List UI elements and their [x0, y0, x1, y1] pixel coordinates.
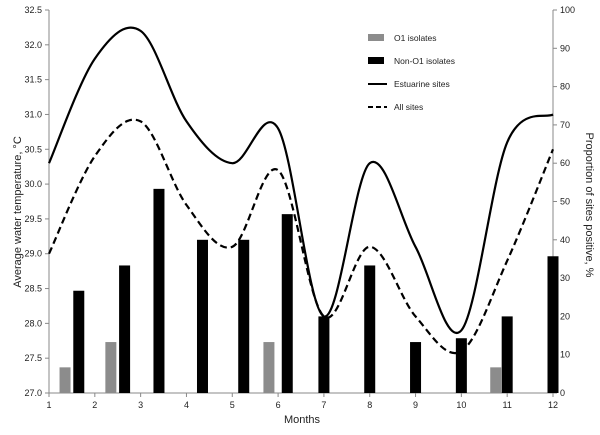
bar-non-o1-isolates: [364, 265, 376, 393]
right-y-tick-labels: 0 10 20 30 40 50 60 70 80 90 100: [560, 5, 575, 398]
bar-non-o1-isolates: [196, 239, 208, 393]
bar-o1-isolates: [105, 342, 117, 393]
x-tick-label: 1: [46, 400, 51, 410]
bar-non-o1-isolates: [547, 256, 559, 393]
legend-label-estuarine: Estuarine sites: [394, 79, 450, 89]
right-y-tick-label: 80: [560, 82, 570, 92]
left-y-tick-label: 32.5: [24, 5, 42, 15]
left-y-tick-label: 29.5: [24, 214, 42, 224]
left-y-tick-label: 30.0: [24, 179, 42, 189]
x-tick-label: 4: [184, 400, 189, 410]
bar-non-o1-isolates: [238, 239, 250, 393]
legend-swatch-o1: [368, 34, 384, 41]
x-tick-label: 5: [230, 400, 235, 410]
legend-label-all-sites: All sites: [394, 102, 423, 112]
bar-o1-isolates: [59, 367, 71, 393]
right-y-tick-label: 10: [560, 350, 570, 360]
right-y-tick-label: 40: [560, 235, 570, 245]
x-tick-label: 3: [138, 400, 143, 410]
legend-swatch-non-o1: [368, 57, 384, 64]
bar-marks: [59, 188, 559, 393]
x-axis-title: Months: [284, 414, 321, 426]
bar-non-o1-isolates: [73, 290, 85, 393]
left-y-tick-label: 30.5: [24, 144, 42, 154]
line-all-sites: [48, 118, 555, 355]
left-y-tick-label: 28.0: [24, 318, 42, 328]
right-y-tick-label: 70: [560, 120, 570, 130]
x-tick-labels: 1 2 3 4 5 6 7 8 9 10 11 12: [46, 400, 558, 410]
x-tick-label: 9: [413, 400, 418, 410]
left-y-tick-labels: 27.0 27.5 28.0 28.5 29.0 29.5 30.0 30.5 31.0 31.5…: [24, 5, 42, 398]
x-tick-label: 6: [276, 400, 281, 410]
right-y-axis-title: Proportion of sites positive, %: [583, 133, 595, 278]
x-tick-label: 2: [92, 400, 97, 410]
x-tick-label: 8: [367, 400, 372, 410]
bar-non-o1-isolates: [119, 265, 131, 393]
right-y-tick-label: 20: [560, 311, 570, 321]
x-tick-label: 11: [503, 400, 512, 410]
left-y-tick-label: 31.5: [24, 75, 42, 85]
right-y-tick-label: 30: [560, 273, 570, 283]
legend-label-non-o1: Non-O1 isolates: [394, 56, 455, 66]
tick-marks: [45, 9, 557, 397]
bar-non-o1-isolates: [281, 214, 293, 393]
bar-o1-isolates: [490, 367, 502, 393]
bar-non-o1-isolates: [153, 188, 165, 393]
left-y-tick-label: 27.5: [24, 353, 42, 363]
left-y-tick-label: 27.0: [24, 388, 42, 398]
right-y-tick-label: 100: [560, 5, 575, 15]
bar-non-o1-isolates: [455, 338, 467, 393]
right-y-tick-label: 50: [560, 197, 570, 207]
left-y-tick-label: 29.0: [24, 249, 42, 259]
bar-o1-isolates: [263, 342, 275, 393]
x-tick-label: 10: [456, 400, 466, 410]
right-y-tick-label: 90: [560, 43, 570, 53]
bar-non-o1-isolates: [318, 316, 330, 393]
legend-label-o1: O1 isolates: [394, 33, 437, 43]
left-y-tick-label: 32.0: [24, 40, 42, 50]
legend: O1 isolates Non-O1 isolates Estuarine si…: [368, 33, 455, 112]
left-y-tick-label: 31.0: [24, 109, 42, 119]
x-tick-label: 7: [321, 400, 326, 410]
x-tick-label: 12: [548, 400, 558, 410]
bar-non-o1-isolates: [410, 342, 422, 393]
line-marks: [47, 26, 555, 355]
left-y-tick-label: 28.5: [24, 284, 42, 294]
left-y-axis-title: Average water temperature, °C: [12, 136, 24, 288]
right-y-tick-label: 0: [560, 388, 565, 398]
right-y-tick-label: 60: [560, 158, 570, 168]
bar-non-o1-isolates: [501, 316, 513, 393]
